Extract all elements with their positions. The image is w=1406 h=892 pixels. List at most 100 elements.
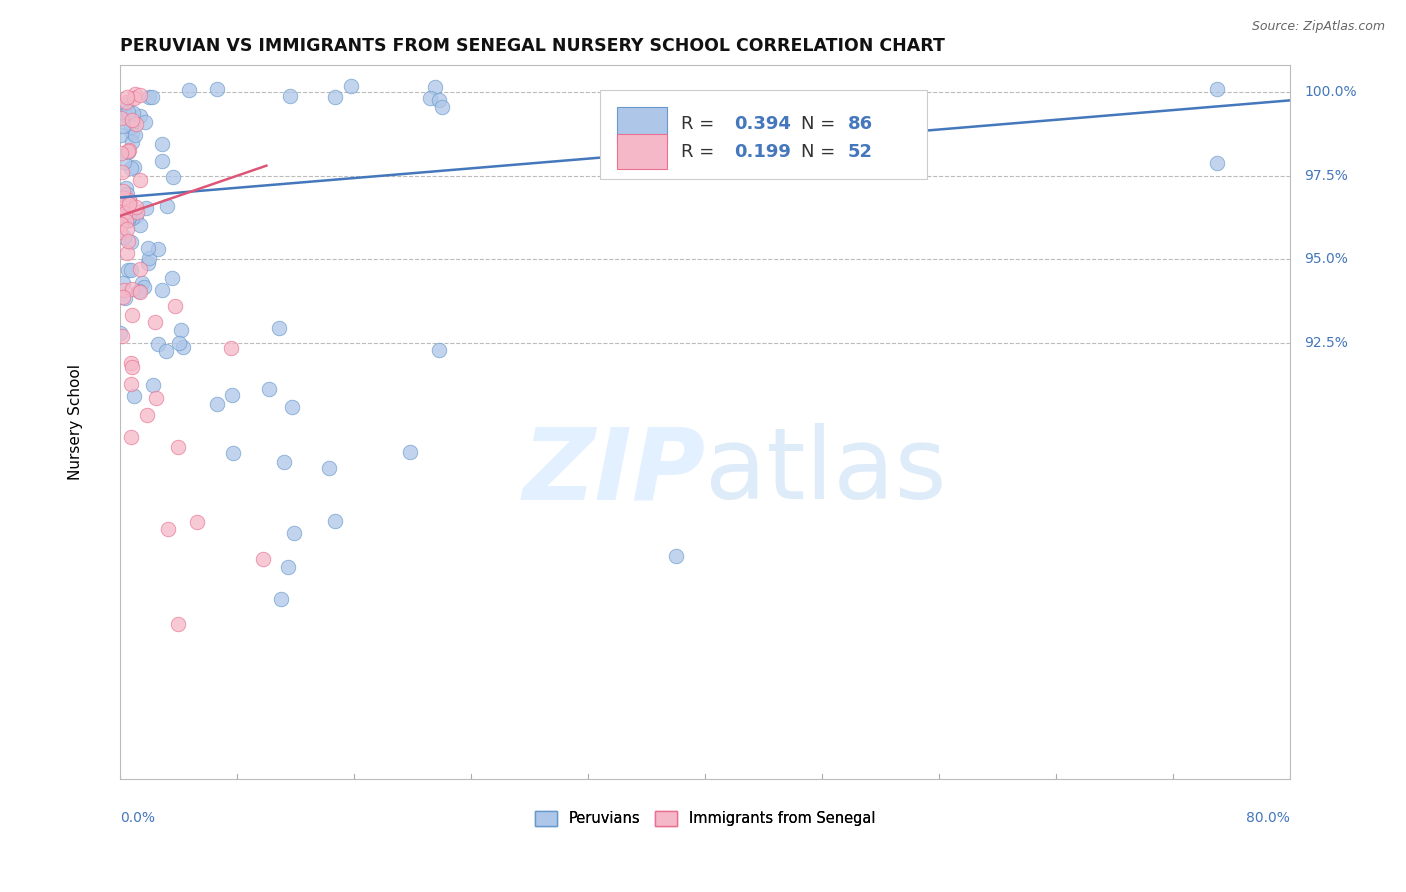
Point bbox=[125, 200, 148, 214]
Text: R =: R = bbox=[681, 143, 720, 161]
Point bbox=[125, 205, 148, 219]
Point bbox=[110, 165, 132, 179]
Point bbox=[273, 455, 295, 469]
Point bbox=[138, 90, 160, 104]
Point bbox=[129, 173, 152, 187]
Point bbox=[118, 193, 141, 207]
Point bbox=[120, 194, 142, 209]
Point bbox=[112, 110, 135, 124]
Point bbox=[114, 201, 136, 215]
Point bbox=[257, 382, 280, 396]
Point bbox=[205, 397, 228, 411]
FancyBboxPatch shape bbox=[617, 107, 666, 142]
Legend: Peruvians, Immigrants from Senegal: Peruvians, Immigrants from Senegal bbox=[530, 805, 882, 832]
Point bbox=[129, 261, 152, 276]
Point bbox=[136, 256, 159, 270]
Point bbox=[136, 241, 159, 255]
Text: 97.5%: 97.5% bbox=[1305, 169, 1348, 183]
Point bbox=[145, 392, 167, 406]
Text: Nursery School: Nursery School bbox=[67, 364, 83, 480]
Point bbox=[114, 214, 136, 228]
Point bbox=[128, 284, 150, 298]
Point bbox=[318, 460, 340, 475]
Point bbox=[162, 169, 184, 184]
Point bbox=[117, 263, 139, 277]
Point bbox=[110, 99, 132, 113]
Point bbox=[1206, 81, 1229, 95]
Point bbox=[120, 430, 142, 444]
Point bbox=[283, 525, 305, 540]
Point bbox=[121, 360, 143, 375]
Point bbox=[122, 90, 145, 104]
Point bbox=[114, 107, 136, 121]
Point bbox=[117, 245, 139, 260]
Point bbox=[110, 111, 132, 125]
Point bbox=[177, 83, 200, 97]
Point bbox=[222, 445, 245, 459]
Point bbox=[121, 112, 143, 127]
Text: Source: ZipAtlas.com: Source: ZipAtlas.com bbox=[1251, 20, 1385, 33]
Point bbox=[122, 106, 145, 120]
Point bbox=[138, 251, 160, 265]
Point bbox=[117, 213, 139, 227]
Point bbox=[112, 184, 135, 198]
Point bbox=[156, 199, 179, 213]
Point bbox=[150, 284, 173, 298]
Point bbox=[141, 89, 163, 103]
Point bbox=[114, 191, 136, 205]
Point bbox=[118, 143, 141, 157]
Point bbox=[117, 145, 139, 159]
Point bbox=[277, 560, 299, 574]
Text: 80.0%: 80.0% bbox=[1246, 811, 1291, 825]
Point bbox=[121, 211, 143, 226]
Point bbox=[110, 329, 132, 343]
Point bbox=[118, 196, 141, 211]
Point bbox=[114, 206, 136, 220]
Text: 0.394: 0.394 bbox=[734, 115, 792, 134]
Point bbox=[112, 283, 135, 297]
Point bbox=[117, 144, 139, 158]
Point bbox=[269, 321, 291, 335]
Point bbox=[114, 97, 136, 112]
Point bbox=[111, 276, 134, 290]
Point bbox=[429, 343, 451, 357]
Point bbox=[112, 229, 135, 244]
Point bbox=[115, 181, 138, 195]
Point bbox=[128, 284, 150, 298]
Point bbox=[136, 408, 159, 422]
Point bbox=[112, 290, 135, 304]
Point bbox=[121, 126, 143, 140]
Point bbox=[120, 376, 142, 391]
Point bbox=[124, 87, 146, 101]
Point bbox=[157, 523, 180, 537]
Point bbox=[118, 210, 141, 224]
Point bbox=[167, 441, 190, 455]
Point bbox=[120, 235, 142, 249]
Point bbox=[111, 191, 134, 205]
Point bbox=[112, 155, 135, 169]
Text: 86: 86 bbox=[848, 115, 873, 134]
Point bbox=[135, 202, 157, 216]
Point bbox=[117, 234, 139, 248]
Point bbox=[167, 335, 190, 350]
Point bbox=[120, 262, 142, 277]
Point bbox=[129, 109, 152, 123]
Text: ZIP: ZIP bbox=[522, 424, 706, 520]
Point bbox=[150, 136, 173, 151]
Point bbox=[117, 222, 139, 236]
Text: 0.199: 0.199 bbox=[734, 143, 792, 161]
Point bbox=[120, 161, 142, 176]
Point bbox=[115, 198, 138, 212]
Text: PERUVIAN VS IMMIGRANTS FROM SENEGAL NURSERY SCHOOL CORRELATION CHART: PERUVIAN VS IMMIGRANTS FROM SENEGAL NURS… bbox=[120, 37, 945, 55]
Point bbox=[325, 514, 347, 528]
Point bbox=[115, 187, 138, 202]
Point bbox=[221, 388, 243, 402]
Point bbox=[128, 218, 150, 232]
Text: 92.5%: 92.5% bbox=[1305, 336, 1348, 351]
Point bbox=[124, 128, 146, 143]
Point bbox=[270, 591, 292, 606]
Point bbox=[124, 117, 146, 131]
Text: 52: 52 bbox=[848, 143, 873, 161]
Point bbox=[252, 552, 274, 566]
Point bbox=[150, 153, 173, 168]
